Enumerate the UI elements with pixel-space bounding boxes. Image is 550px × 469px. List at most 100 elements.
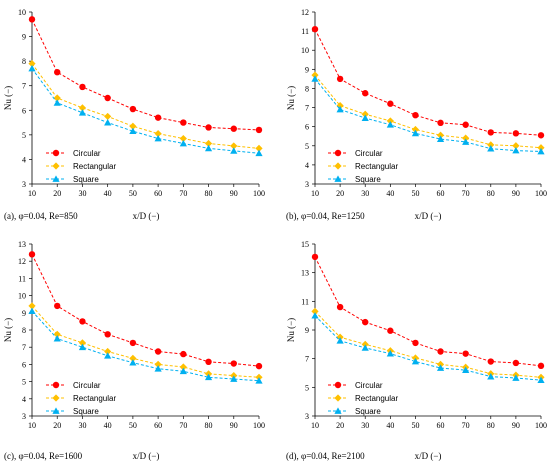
data-point <box>386 121 394 128</box>
data-point <box>361 344 369 351</box>
y-tick-label: 7 <box>305 355 309 364</box>
legend-label: Rectangular <box>355 162 398 171</box>
series-circular <box>311 253 545 370</box>
data-point <box>311 71 319 79</box>
legend-entry-square: Square <box>46 175 99 184</box>
data-point <box>205 358 212 366</box>
chart-panel-a: 10 20 30 40 50 60 70 80 90 100 3 4 5 6 7 8 9 10 x/D (−) Nu … <box>3 8 265 221</box>
y-tick-label: 10 <box>18 292 26 301</box>
legend-marker <box>52 394 60 402</box>
y-tick-label: 8 <box>305 84 309 93</box>
x-tick-label: 100 <box>535 421 547 430</box>
x-tick-label: 90 <box>230 189 238 198</box>
data-point <box>462 350 469 357</box>
data-point <box>230 375 238 382</box>
data-point <box>336 337 344 344</box>
legend-marker <box>334 162 342 170</box>
legend-entry-square: Square <box>328 407 381 416</box>
data-point <box>53 99 61 106</box>
data-point <box>437 119 444 127</box>
y-tick-label: 11 <box>301 27 309 36</box>
data-point <box>28 302 36 310</box>
data-point <box>255 149 263 157</box>
data-point <box>512 374 520 381</box>
data-point <box>154 134 162 142</box>
x-tick-label: 70 <box>462 189 470 198</box>
legend-entry-rectangular: Rectangular <box>328 162 398 171</box>
legend-entry-circular: Circular <box>46 149 101 158</box>
data-point <box>54 302 61 310</box>
data-point <box>255 144 263 152</box>
series-line <box>31 254 260 367</box>
y-tick-label: 11 <box>18 274 26 283</box>
legend-entry-circular: Circular <box>46 381 101 390</box>
series-line <box>314 256 542 367</box>
data-point <box>537 376 545 384</box>
data-point <box>462 366 470 374</box>
x-tick-label: 60 <box>154 189 162 198</box>
legend-label: Circular <box>73 149 101 158</box>
panel-caption: (b), φ=0.04, Re=1250 <box>286 211 365 221</box>
legend-marker <box>52 407 60 414</box>
series-rectangular <box>28 60 263 152</box>
legend-entry-rectangular: Rectangular <box>328 394 398 403</box>
data-point <box>78 339 87 347</box>
data-point <box>154 360 162 368</box>
legend-entry-square: Square <box>328 175 381 184</box>
y-tick-label: 3 <box>22 180 26 189</box>
x-tick-label: 80 <box>205 421 213 430</box>
data-point <box>537 132 545 139</box>
y-tick-label: 3 <box>305 412 309 421</box>
y-tick-label: 3 <box>22 412 26 421</box>
x-tick-label: 40 <box>104 421 112 430</box>
legend-entry-circular: Circular <box>328 381 383 390</box>
data-point <box>255 126 263 134</box>
x-tick-label: 10 <box>311 421 319 430</box>
y-tick-label: 13 <box>18 240 26 249</box>
data-point <box>230 142 238 150</box>
data-point <box>104 347 112 356</box>
data-point <box>362 318 369 326</box>
legend-label: Rectangular <box>73 162 116 171</box>
x-tick-label: 80 <box>487 189 495 198</box>
y-tick-label: 7 <box>305 104 309 113</box>
data-point <box>154 114 162 121</box>
y-tick-label: 9 <box>22 33 26 42</box>
legend-marker <box>52 381 60 389</box>
x-tick-label: 30 <box>361 421 369 430</box>
data-point <box>129 105 137 113</box>
y-tick-label: 8 <box>22 326 26 335</box>
data-point <box>436 131 445 139</box>
x-axis-label: x/D (−) <box>415 451 442 461</box>
series-circular <box>28 16 263 134</box>
series-line <box>31 19 260 131</box>
data-point <box>411 129 420 137</box>
series-line <box>31 68 260 154</box>
series-line <box>314 74 542 149</box>
data-point <box>78 343 87 351</box>
y-tick-label: 9 <box>305 326 309 335</box>
x-tick-label: 100 <box>253 189 265 198</box>
data-point <box>129 127 137 135</box>
series-line <box>314 78 542 153</box>
data-point <box>537 362 545 370</box>
legend-marker <box>52 162 60 170</box>
data-point <box>28 16 36 23</box>
data-point <box>104 94 111 102</box>
y-tick-label: 4 <box>22 395 26 404</box>
data-point <box>129 359 137 366</box>
data-point <box>436 135 445 142</box>
series-circular <box>28 251 263 370</box>
x-tick-label: 50 <box>129 189 137 198</box>
y-tick-label: 15 <box>301 240 309 249</box>
data-point <box>462 121 469 128</box>
series-rectangular <box>311 71 545 152</box>
data-point <box>204 139 213 148</box>
data-point <box>104 118 112 126</box>
y-axis-label: Nu (−) <box>286 86 296 110</box>
data-point <box>129 122 137 130</box>
series-line <box>31 310 260 382</box>
x-tick-label: 80 <box>205 189 213 198</box>
data-point <box>230 125 237 132</box>
